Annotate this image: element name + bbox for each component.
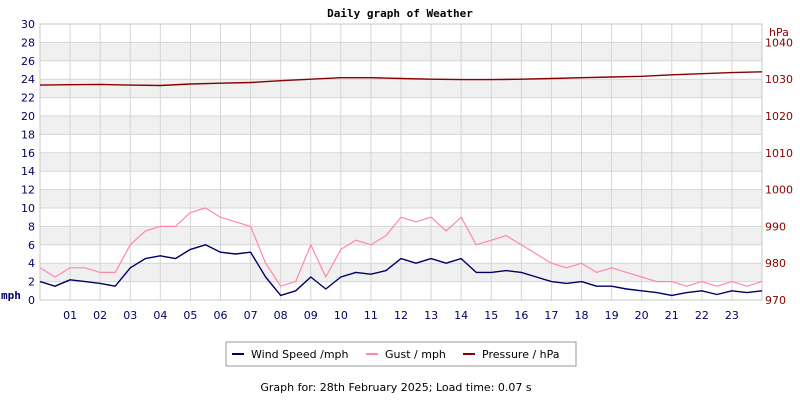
x-tick-label: 11 — [364, 309, 378, 322]
right-tick-label: 990 — [765, 220, 786, 233]
legend-label: Gust / mph — [385, 348, 446, 361]
x-tick-label: 16 — [514, 309, 528, 322]
left-tick-label: 2 — [28, 276, 35, 289]
right-tick-label: 1020 — [765, 110, 793, 123]
x-tick-label: 14 — [454, 309, 468, 322]
x-tick-label: 22 — [695, 309, 709, 322]
left-tick-label: 14 — [21, 165, 35, 178]
right-tick-label: 1010 — [765, 147, 793, 160]
x-tick-label: 07 — [244, 309, 258, 322]
left-tick-label: 8 — [28, 220, 35, 233]
right-tick-label: 980 — [765, 257, 786, 270]
legend-items: Wind Speed /mph Gust / mph Pressure / hPa — [232, 348, 560, 361]
left-axis-unit: mph — [1, 289, 21, 302]
series-line-pressure — [39, 71, 763, 87]
left-tick-label: 18 — [21, 128, 35, 141]
right-tick-label: 1030 — [765, 73, 793, 86]
left-tick-label: 28 — [21, 36, 35, 49]
right-tick-label: 970 — [765, 294, 786, 307]
series-line-gust — [39, 207, 763, 287]
left-tick-label: 4 — [28, 257, 35, 270]
x-tick-label: 21 — [665, 309, 679, 322]
right-tick-label: 1000 — [765, 184, 793, 197]
x-tick-label: 05 — [183, 309, 197, 322]
vertical-gridlines — [69, 24, 733, 300]
left-tick-label: 16 — [21, 147, 35, 160]
left-tick-label: 24 — [21, 73, 35, 86]
x-tick-label: 04 — [153, 309, 167, 322]
left-tick-label: 22 — [21, 92, 35, 105]
left-tick-label: 0 — [28, 294, 35, 307]
x-tick-label: 17 — [544, 309, 558, 322]
legend-label: Wind Speed /mph — [251, 348, 349, 361]
x-tick-label: 23 — [725, 309, 739, 322]
x-tick-label: 20 — [635, 309, 649, 322]
legend: Wind Speed /mph Gust / mph Pressure / hPa — [225, 341, 577, 367]
left-tick-label: 12 — [21, 184, 35, 197]
plot-area — [39, 23, 763, 301]
right-axis-unit: hPa — [769, 26, 789, 39]
legend-box — [225, 341, 577, 367]
x-tick-label: 06 — [214, 309, 228, 322]
x-tick-label: 09 — [304, 309, 318, 322]
x-tick-label: 03 — [123, 309, 137, 322]
series-layer — [39, 71, 763, 297]
x-tick-label: 19 — [605, 309, 619, 322]
x-tick-label: 01 — [63, 309, 77, 322]
left-tick-label: 6 — [28, 239, 35, 252]
left-tick-label: 10 — [21, 202, 35, 215]
x-tick-label: 13 — [424, 309, 438, 322]
right-tick-label: 1040 — [765, 36, 793, 49]
left-tick-label: 26 — [21, 55, 35, 68]
x-tick-label: 12 — [394, 309, 408, 322]
series-line-wind-speed — [39, 244, 763, 297]
chart-title: Daily graph of Weather — [327, 7, 473, 20]
x-axis-tick-labels: 01 02 03 04 05 06 07 08 09 10 11 12 13 14 15 16 17 18 19 20… — [63, 309, 739, 322]
x-tick-label: 02 — [93, 309, 107, 322]
x-tick-label: 18 — [575, 309, 589, 322]
right-axis-tick-labels: 970 980 990 1000 1010 1020 1030 1040 — [765, 36, 793, 307]
plot-border — [39, 23, 763, 301]
left-tick-label: 30 — [21, 18, 35, 31]
x-tick-label: 10 — [334, 309, 348, 322]
chart-footer: Graph for: 28th February 2025; Load time… — [260, 381, 532, 394]
x-tick-label: 08 — [274, 309, 288, 322]
legend-label: Pressure / hPa — [482, 348, 560, 361]
left-tick-label: 20 — [21, 110, 35, 123]
x-tick-label: 15 — [484, 309, 498, 322]
